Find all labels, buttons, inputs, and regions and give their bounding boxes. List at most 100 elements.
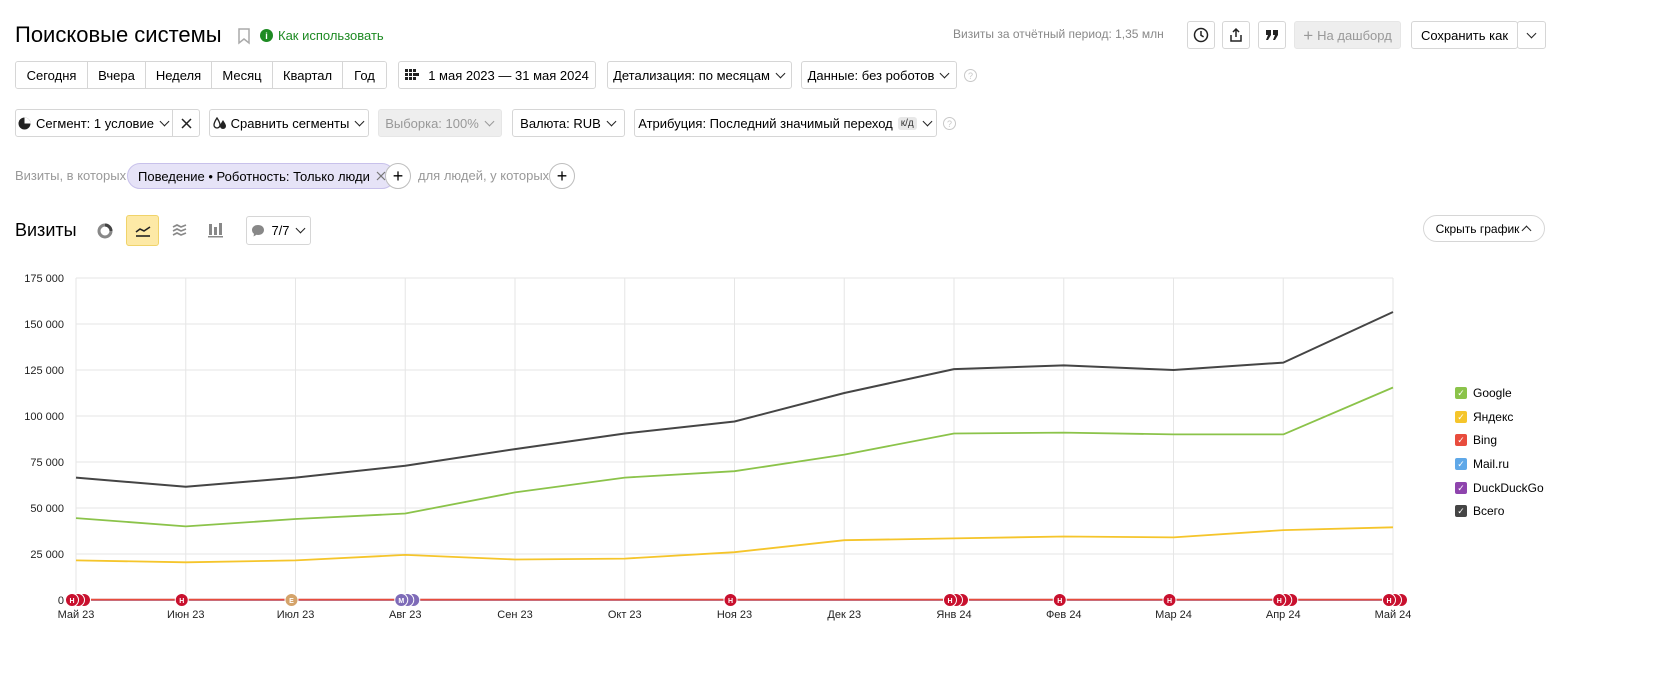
currency-label: Валюта: RUB bbox=[520, 115, 601, 131]
y-tick-label: 50 000 bbox=[30, 503, 64, 515]
plus-icon: + bbox=[392, 166, 404, 186]
quote-button[interactable] bbox=[1258, 21, 1286, 49]
legend-item-duckduckgo[interactable]: ✓ DuckDuckGo bbox=[1455, 481, 1544, 495]
period-yesterday[interactable]: Вчера bbox=[88, 62, 146, 88]
period-quarter[interactable]: Квартал bbox=[273, 62, 343, 88]
chevron-down-icon bbox=[354, 116, 365, 126]
save-as-label: Сохранить как bbox=[1420, 27, 1509, 43]
legend-label: Bing bbox=[1473, 433, 1498, 447]
legend-item-google[interactable]: ✓ Google bbox=[1455, 386, 1512, 400]
annotation-marker bbox=[394, 593, 409, 607]
annotation-marker-label: Н bbox=[728, 598, 733, 605]
plus-icon: + bbox=[556, 166, 568, 186]
annotation-marker-label: Н bbox=[1386, 598, 1391, 605]
annotation-marker bbox=[943, 593, 957, 607]
legend-label: DuckDuckGo bbox=[1473, 481, 1544, 495]
x-tick-label: Дек 23 bbox=[827, 609, 861, 621]
chevron-down-icon bbox=[606, 116, 617, 126]
period-week[interactable]: Неделя bbox=[146, 62, 212, 88]
data-filter-label: Данные: без роботов bbox=[807, 67, 935, 83]
chevron-down-icon bbox=[484, 116, 495, 126]
x-tick-label: Окт 23 bbox=[608, 609, 642, 621]
add-to-dashboard-button[interactable]: + На дашборд bbox=[1294, 21, 1401, 49]
visits-period-text: Визиты за отчётный период: 1,35 млн bbox=[953, 27, 1164, 41]
legend-label: Mail.ru bbox=[1473, 457, 1510, 471]
y-tick-label: 125 000 bbox=[24, 365, 64, 377]
save-as-button[interactable]: Сохранить как bbox=[1411, 21, 1518, 49]
y-tick-label: 0 bbox=[58, 595, 64, 607]
area-chart-type-icon[interactable] bbox=[172, 223, 187, 238]
bar-chart-type-icon[interactable] bbox=[208, 222, 223, 238]
legend-item-bing[interactable]: ✓ Bing bbox=[1455, 433, 1497, 447]
add-filter-button[interactable]: + bbox=[385, 163, 411, 189]
save-as-dropdown[interactable] bbox=[1517, 21, 1546, 49]
help-icon[interactable]: ? bbox=[964, 69, 977, 82]
attribution-label: Атрибуция: Последний значимый переход bbox=[638, 115, 893, 131]
annotation-marker bbox=[65, 593, 79, 607]
add-people-filter-button[interactable]: + bbox=[549, 163, 575, 189]
x-tick-label: Фев 24 bbox=[1046, 609, 1082, 621]
pie-chart-type-icon[interactable] bbox=[97, 223, 113, 239]
share-icon bbox=[1230, 27, 1242, 42]
x-tick-label: Янв 24 bbox=[936, 609, 971, 621]
compare-label: Сравнить сегменты bbox=[230, 115, 350, 131]
annotation-marker bbox=[723, 593, 738, 607]
currency-select[interactable]: Валюта: RUB bbox=[512, 109, 625, 137]
how-to-use-link[interactable]: i Как использовать bbox=[260, 28, 384, 43]
filter-chip-label: Поведение • Роботность: Только люди bbox=[138, 168, 370, 184]
chevron-down-icon bbox=[159, 116, 170, 126]
detail-select[interactable]: Детализация: по месяцам bbox=[607, 61, 792, 89]
period-today[interactable]: Сегодня bbox=[16, 62, 88, 88]
compare-segments-select[interactable]: Сравнить сегменты bbox=[209, 109, 369, 137]
annotation-marker-label: Н bbox=[179, 598, 184, 605]
annotation-marker bbox=[174, 593, 189, 607]
period-year[interactable]: Год bbox=[343, 62, 386, 88]
series-line-Всего bbox=[75, 311, 1394, 488]
checkbox-checked-icon: ✓ bbox=[1455, 458, 1467, 470]
segment-select[interactable]: Сегмент: 1 условие bbox=[15, 109, 173, 137]
close-icon bbox=[180, 117, 192, 129]
legend-label: Google bbox=[1473, 386, 1512, 400]
help-icon[interactable]: ? bbox=[943, 117, 956, 130]
y-tick-label: 100 000 bbox=[24, 411, 64, 423]
hide-chart-button[interactable]: Скрыть график bbox=[1423, 215, 1545, 242]
sample-label: Выборка: 100% bbox=[385, 115, 479, 131]
legend-item-yandex[interactable]: ✓ Яндекс bbox=[1455, 410, 1513, 424]
legend-item-mailru[interactable]: ✓ Mail.ru bbox=[1455, 457, 1509, 471]
comment-icon bbox=[252, 225, 265, 237]
close-icon[interactable] bbox=[376, 171, 386, 181]
annotations-select[interactable]: 7/7 bbox=[246, 216, 311, 245]
date-range-picker[interactable]: 1 мая 2023 — 31 мая 2024 bbox=[398, 61, 596, 89]
line-chart-type-button[interactable] bbox=[126, 215, 159, 246]
segment-label: Сегмент: 1 условие bbox=[36, 115, 154, 131]
detail-label: Детализация: по месяцам bbox=[613, 67, 770, 83]
history-button[interactable] bbox=[1187, 21, 1215, 49]
segment-clear-button[interactable] bbox=[172, 109, 200, 137]
filter-chip[interactable]: Поведение • Роботность: Только люди bbox=[127, 163, 395, 189]
legend-item-total[interactable]: ✓ Всего bbox=[1455, 504, 1504, 518]
checkbox-checked-icon: ✓ bbox=[1455, 505, 1467, 517]
quote-icon bbox=[1266, 30, 1278, 40]
chevron-down-icon bbox=[939, 68, 950, 78]
period-month[interactable]: Месяц bbox=[212, 62, 273, 88]
period-selector: Сегодня Вчера Неделя Месяц Квартал Год bbox=[15, 61, 387, 89]
visits-line-chart: 0 25 000 50 000 75 000 100 000 125 000 150 000… bbox=[24, 273, 1411, 621]
drops-icon bbox=[213, 116, 226, 129]
annotation-marker bbox=[284, 593, 299, 607]
annotation-marker bbox=[1052, 593, 1067, 607]
x-tick-label: Мар 24 bbox=[1155, 609, 1192, 621]
export-button[interactable] bbox=[1222, 21, 1250, 49]
how-to-use-label: Как использовать bbox=[278, 28, 384, 43]
data-filter-select[interactable]: Данные: без роботов bbox=[801, 61, 957, 89]
checkbox-checked-icon: ✓ bbox=[1455, 434, 1467, 446]
attribution-select[interactable]: Атрибуция: Последний значимый переход к/… bbox=[634, 109, 937, 137]
bookmark-icon[interactable] bbox=[237, 28, 251, 45]
metric-title: Визиты bbox=[15, 220, 77, 240]
chevron-down-icon bbox=[775, 68, 786, 78]
annotation-marker bbox=[1272, 593, 1287, 607]
x-tick-label: Июл 23 bbox=[277, 609, 315, 621]
sample-select[interactable]: Выборка: 100% bbox=[378, 109, 502, 137]
x-tick-label: Сен 23 bbox=[497, 609, 532, 621]
checkbox-checked-icon: ✓ bbox=[1455, 411, 1467, 423]
checkbox-checked-icon: ✓ bbox=[1455, 387, 1467, 399]
